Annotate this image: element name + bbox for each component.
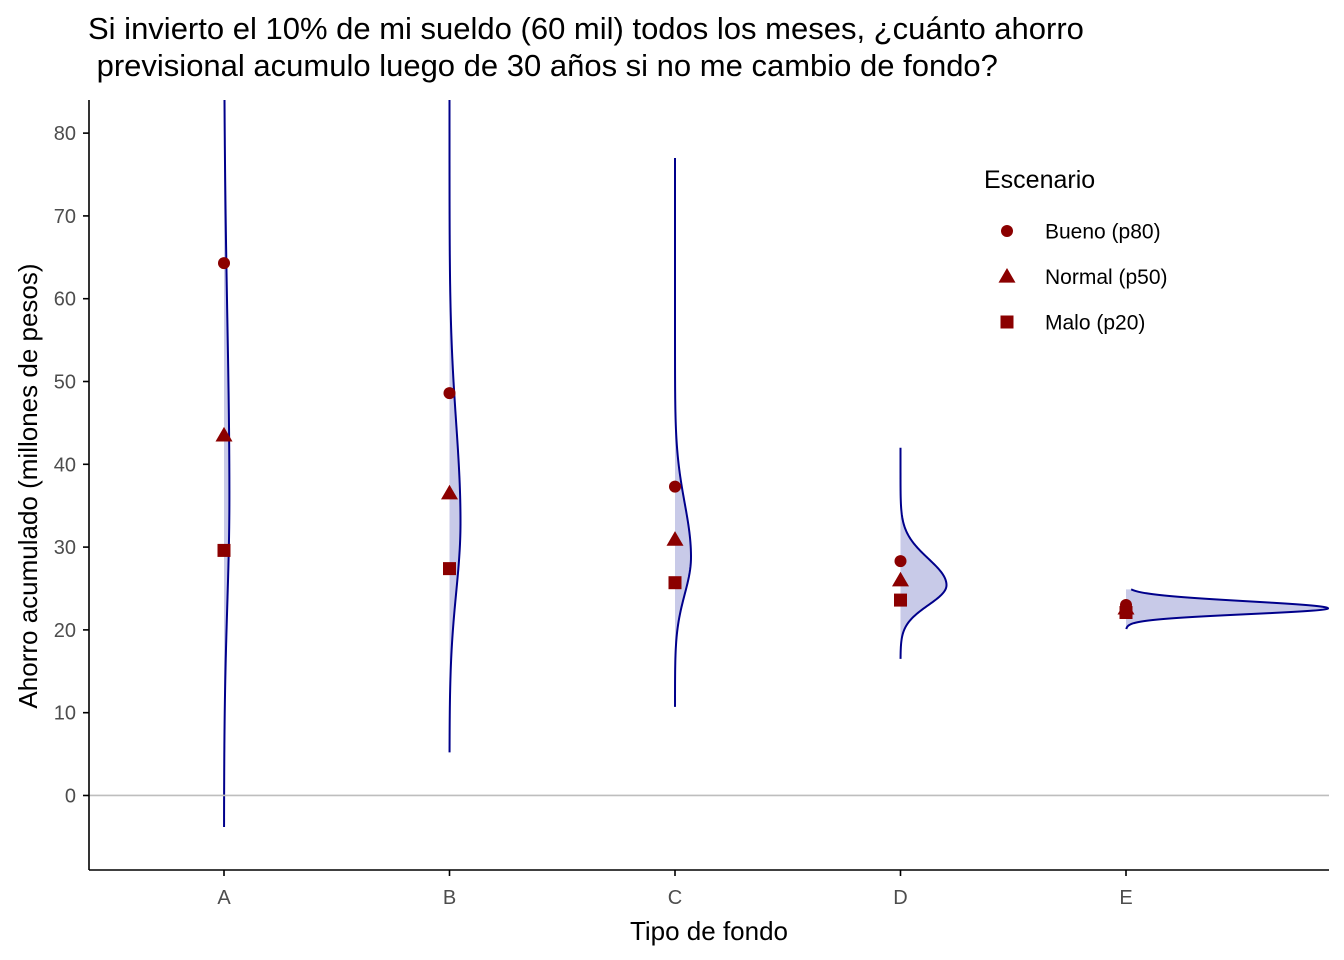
- legend: Escenario Bueno (p80) Normal (p50) Malo (p…: [984, 166, 1168, 335]
- point-square-D: [894, 593, 907, 607]
- y-tick-label: 30: [54, 537, 76, 559]
- violin-outline-C: [674, 157, 693, 707]
- x-tick-label-E: E: [1119, 887, 1132, 909]
- legend-title: Escenario: [984, 166, 1095, 194]
- x-ticks: A B C D E: [217, 870, 1133, 909]
- point-square-C: [668, 576, 682, 590]
- x-axis-label: Tipo de fondo: [630, 916, 788, 946]
- x-tick-label-C: C: [668, 887, 682, 909]
- x-tick-label-A: A: [217, 887, 231, 909]
- violin-outline-B: [448, 100, 462, 753]
- y-tick-label: 10: [54, 703, 76, 725]
- y-tick-label: 20: [54, 620, 76, 642]
- y-tick-label: 0: [65, 785, 76, 807]
- violin-fill-E: [1126, 589, 1328, 630]
- point-triangle-D: [892, 571, 909, 587]
- y-tick-label: 40: [54, 454, 76, 476]
- chart-title-line-2: previsional acumulo luego de 30 años si …: [88, 48, 998, 83]
- point-triangle-A: [215, 426, 233, 442]
- legend-label: Normal (p50): [1045, 266, 1168, 289]
- y-tick-label: 60: [54, 289, 76, 311]
- y-tick-label: 80: [54, 123, 76, 145]
- chart-title-line-1: Si invierto el 10% de mi sueldo (60 mil)…: [88, 11, 1084, 46]
- y-tick-label: 50: [54, 372, 76, 394]
- x-tick-label-D: D: [893, 887, 907, 909]
- points-layer: [215, 257, 1135, 620]
- violin-outline-A: [223, 99, 231, 827]
- point-square-A: [217, 543, 231, 557]
- violin-fill-D: [900, 447, 947, 659]
- point-circle-A: [218, 257, 230, 270]
- point-triangle-B: [441, 484, 458, 500]
- violin-outline-E: [1125, 588, 1330, 630]
- legend-label: Malo (p20): [1045, 312, 1145, 335]
- legend-key-circle: [1001, 225, 1013, 237]
- y-axis-label: Ahorro acumulado (millones de pesos): [13, 263, 43, 708]
- x-tick-label-B: B: [443, 887, 456, 909]
- y-tick-label: 70: [54, 206, 76, 228]
- y-ticks: 0 10 20 30 40 50 60 70 80: [54, 123, 89, 807]
- chart-title: Si invierto el 10% de mi sueldo (60 mil)…: [88, 10, 1328, 84]
- violin-fill-B: [449, 100, 461, 753]
- point-circle-D: [894, 555, 907, 568]
- point-square-E: [1119, 606, 1133, 620]
- violin-layer: [223, 99, 1330, 827]
- violin-fill-C: [675, 157, 691, 707]
- point-square-B: [443, 562, 456, 576]
- legend-label: Bueno (p80): [1045, 221, 1161, 244]
- point-triangle-C: [666, 531, 684, 546]
- point-circle-C: [669, 480, 681, 493]
- legend-key-triangle: [998, 268, 1016, 283]
- point-circle-B: [443, 387, 456, 400]
- legend-key-square: [1000, 315, 1014, 329]
- violin-outline-D: [899, 447, 948, 659]
